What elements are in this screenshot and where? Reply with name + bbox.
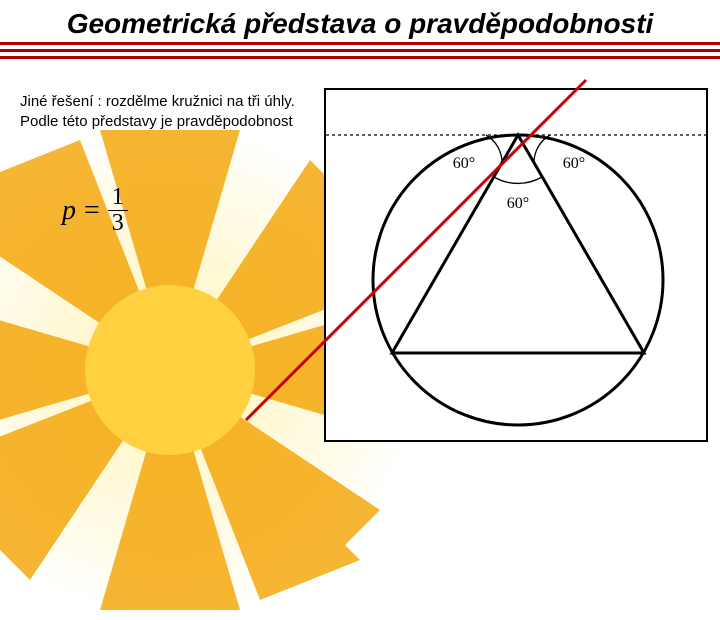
formula-denominator: 3: [108, 211, 128, 236]
angle-label-middle: 60°: [507, 195, 529, 212]
angle-label-left: 60°: [453, 155, 475, 172]
geometry-diagram: 60° 60° 60°: [324, 88, 708, 442]
formula-lhs: p: [62, 195, 76, 227]
page-title: Geometrická představa o pravděpodobnosti: [0, 8, 720, 40]
angle-arc-middle: [494, 177, 542, 183]
angle-label-right: 60°: [563, 155, 585, 172]
diagram-svg: 60° 60° 60°: [326, 90, 710, 444]
formula-numerator: 1: [108, 185, 128, 211]
circle: [373, 135, 663, 425]
title-rules: [0, 42, 720, 63]
description-text: Jiné řešení : rozdělme kružnici na tři ú…: [20, 92, 300, 131]
description-block: Jiné řešení : rozdělme kružnici na tři ú…: [20, 92, 300, 131]
inscribed-triangle: [392, 135, 644, 353]
probability-formula: p = 1 3: [62, 185, 128, 236]
formula-fraction: 1 3: [108, 185, 128, 236]
formula-equals: =: [84, 195, 100, 227]
